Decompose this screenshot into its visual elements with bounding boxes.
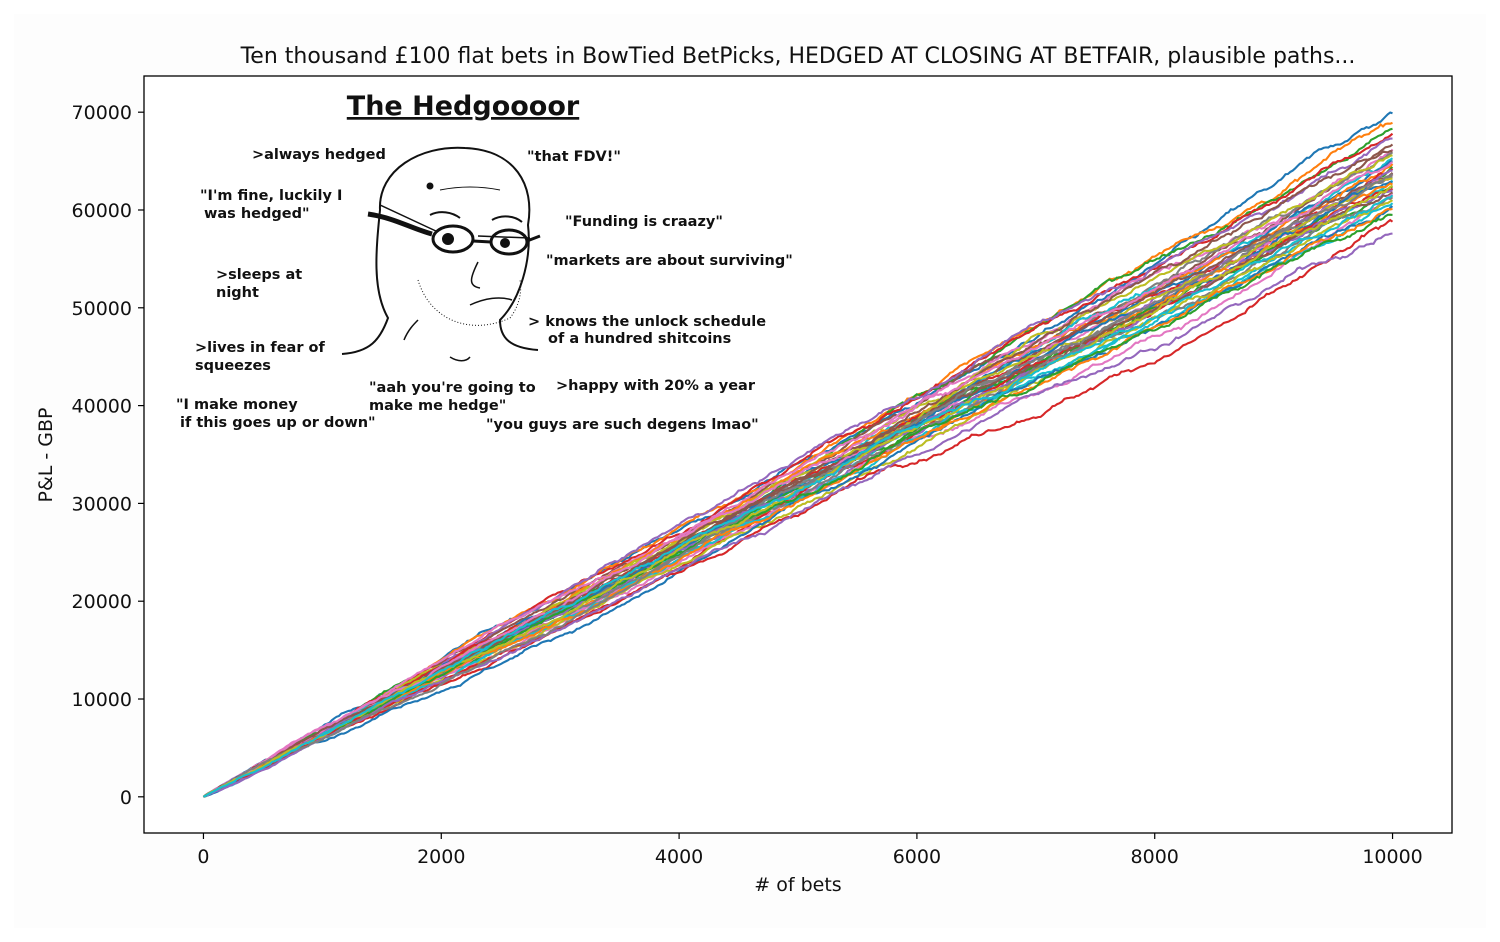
meme-inset: The Hedgoooor >always hedged "that FDV!" "… xyxy=(156,82,793,442)
y-tick-label: 10000 xyxy=(72,689,132,711)
meme-caption: "that FDV!" xyxy=(527,149,621,165)
y-tick-label: 0 xyxy=(120,787,132,809)
wojak-face-icon xyxy=(341,146,541,362)
x-tick-label: 2000 xyxy=(417,846,465,868)
meme-caption: > knows the unlock schedule xyxy=(528,314,766,330)
meme-caption: if this goes up or down" xyxy=(180,415,376,431)
meme-caption: squeezes xyxy=(195,358,271,374)
meme-caption: make me hedge" xyxy=(369,398,506,414)
meme-caption: "aah you're going to xyxy=(369,380,536,396)
meme-caption: was hedged" xyxy=(204,206,310,222)
pnl-path-line xyxy=(203,194,1394,798)
y-tick-label: 30000 xyxy=(72,493,132,515)
y-tick-label: 20000 xyxy=(72,591,132,613)
meme-caption: >always hedged xyxy=(252,147,386,163)
meme-caption: "markets are about surviving" xyxy=(546,253,793,269)
y-tick-label: 50000 xyxy=(72,298,132,320)
x-tick-label: 4000 xyxy=(655,846,703,868)
meme-caption: >lives in fear of xyxy=(195,340,325,356)
y-tick-label: 60000 xyxy=(72,200,132,222)
meme-title: The Hedgoooor xyxy=(347,91,580,122)
meme-background xyxy=(156,82,768,442)
meme-caption: "I'm fine, luckily I xyxy=(200,188,342,204)
path-lines xyxy=(202,111,1394,798)
x-tick-label: 10000 xyxy=(1362,846,1422,868)
meme-caption: >sleeps at xyxy=(216,267,302,283)
y-axis: 0 10000 20000 30000 40000 50000 60000 70000 xyxy=(72,102,144,809)
meme-caption: "you guys are such degens lmao" xyxy=(486,417,759,433)
meme-caption: night xyxy=(216,285,259,301)
meme-caption: of a hundred shitcoins xyxy=(548,331,731,347)
y-tick-label: 70000 xyxy=(72,102,132,124)
chart-title: Ten thousand £100 flat bets in BowTied B… xyxy=(240,44,1356,69)
meme-caption: "I make money xyxy=(176,397,298,413)
x-axis-label: # of bets xyxy=(754,874,841,896)
meme-caption: >happy with 20% a year xyxy=(556,378,756,394)
x-tick-label: 6000 xyxy=(893,846,941,868)
y-tick-label: 40000 xyxy=(72,396,132,418)
pnl-path-line xyxy=(202,232,1393,798)
pnl-path-line xyxy=(202,173,1394,798)
x-tick-label: 0 xyxy=(197,846,209,868)
pnl-path-line xyxy=(203,161,1394,798)
meme-caption: "Funding is craazy" xyxy=(565,214,723,230)
y-axis-label: P&L - GBP xyxy=(35,407,57,502)
x-tick-label: 8000 xyxy=(1131,846,1179,868)
x-axis: 0 2000 4000 6000 8000 10000 xyxy=(197,833,1423,868)
